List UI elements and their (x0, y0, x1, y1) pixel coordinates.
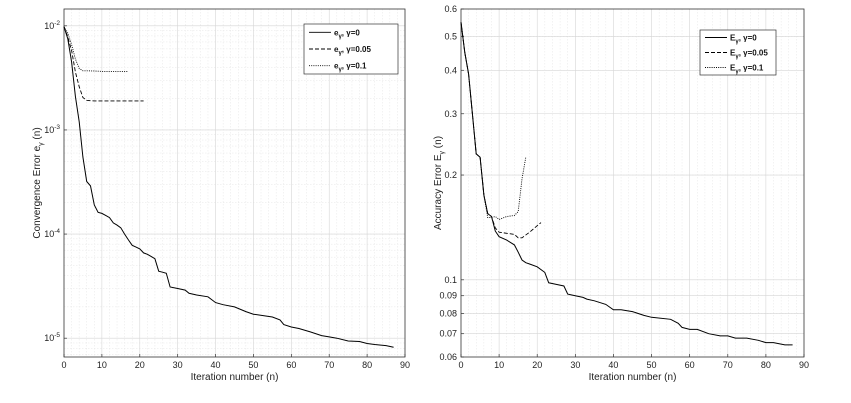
x-tick-label: 10 (97, 360, 107, 370)
x-tick-label: 30 (570, 360, 580, 370)
y-tick-label: 0.6 (444, 4, 457, 14)
x-tick-label: 60 (286, 360, 296, 370)
x-tick-label: 60 (685, 360, 695, 370)
x-axis-label: Iteration number (n) (191, 372, 279, 383)
y-tick-label: 10-4 (44, 228, 60, 239)
x-tick-label: 0 (458, 360, 463, 370)
legend-label: eγ, γ=0 (334, 28, 360, 40)
x-tick-label: 50 (647, 360, 657, 370)
series-line-dotted (63, 26, 129, 72)
x-axis-label: Iteration number (n) (589, 372, 677, 383)
x-tick-label: 20 (532, 360, 542, 370)
y-tick-label: 0.08 (439, 309, 457, 319)
series-line-dashed (460, 22, 542, 239)
plot-frame (63, 8, 406, 358)
y-tick-label: 0.09 (439, 291, 457, 301)
series-line-dotted (460, 22, 527, 221)
y-tick-label: 0.1 (444, 275, 457, 285)
legend-label: Eγ, γ=0.1 (730, 64, 764, 76)
y-tick-label: 0.07 (439, 329, 457, 339)
y-tick-label: 0.3 (444, 109, 457, 119)
legend-label: eγ, γ=0.1 (334, 62, 367, 74)
y-axis-label: Accuracy Error Eγ (n) (433, 136, 446, 230)
x-tick-label: 0 (61, 360, 66, 370)
legend-label: Eγ, γ=0.05 (730, 49, 768, 61)
x-tick-label: 80 (362, 360, 372, 370)
series-line-solid (63, 26, 394, 348)
x-tick-label: 10 (494, 360, 504, 370)
legend: eγ, γ=0 eγ, γ=0.05 eγ, γ=0.1 (303, 23, 399, 75)
x-tick-label: 80 (761, 360, 771, 370)
y-tick-label: 10-3 (44, 124, 60, 135)
x-tick-label: 90 (799, 360, 809, 370)
x-tick-label: 70 (324, 360, 334, 370)
y-tick-label: 10-5 (44, 332, 60, 343)
y-tick-label: 10-2 (44, 20, 60, 31)
x-tick-label: 40 (608, 360, 618, 370)
x-tick-label: 50 (248, 360, 258, 370)
x-tick-label: 70 (723, 360, 733, 370)
y-tick-label: 0.4 (444, 65, 457, 75)
x-tick-label: 90 (400, 360, 410, 370)
convergence-error-chart: 0 10 20 30 40 50 60 70 80 90 10-5 10-4 10-3 10-2 Itera… (32, 8, 410, 383)
y-tick-label: 0.2 (444, 170, 457, 180)
y-tick-label: 0.5 (444, 32, 457, 42)
legend: Eγ, γ=0 Eγ, γ=0.05 Eγ, γ=0.1 (699, 29, 777, 76)
legend-label: eγ, γ=0.05 (334, 45, 371, 57)
series-line-dashed (63, 26, 144, 102)
plot-frame (460, 8, 805, 358)
x-tick-label: 20 (135, 360, 145, 370)
y-axis-label: Convergence Error eγ (n) (32, 127, 45, 238)
y-tick-label: 0.06 (439, 352, 457, 362)
x-tick-label: 40 (211, 360, 221, 370)
x-tick-label: 30 (173, 360, 183, 370)
legend-label: Eγ, γ=0 (730, 34, 757, 46)
accuracy-error-chart: 0 10 20 30 40 50 60 70 80 90 0.06 0.07 0.08 0.09 0.1 0.… (433, 4, 809, 383)
